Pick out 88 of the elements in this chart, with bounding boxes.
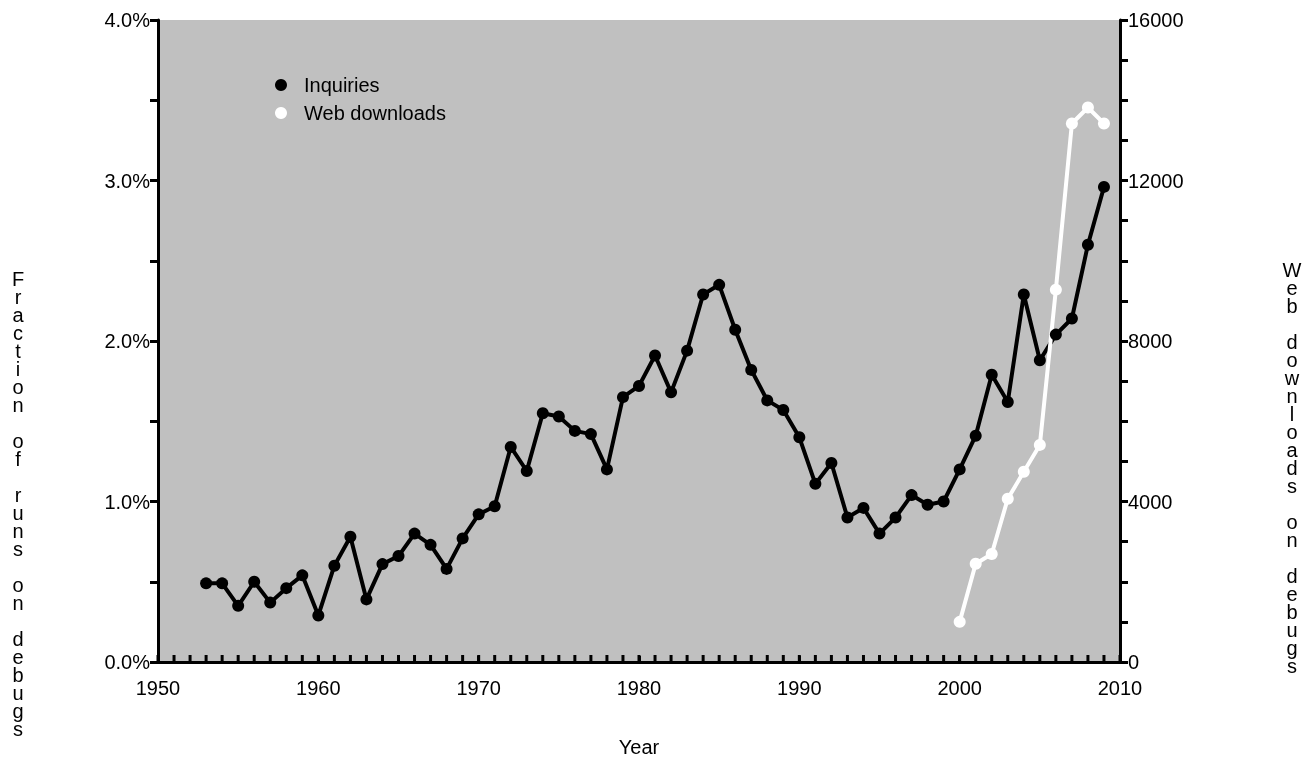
point	[985, 548, 998, 561]
y-tick-label: 3.0%	[104, 169, 151, 192]
y-tick-label: 0.0%	[104, 651, 151, 673]
point	[777, 404, 790, 417]
point	[841, 511, 854, 524]
point	[697, 288, 710, 301]
point	[1001, 492, 1014, 505]
point	[488, 500, 501, 513]
point	[200, 577, 213, 590]
point	[520, 465, 533, 477]
x-axis-title: Year	[618, 736, 660, 758]
point	[809, 477, 822, 490]
legend-label: Inquiries	[304, 74, 380, 96]
x-tick-label: 1960	[296, 677, 341, 699]
point	[392, 550, 405, 563]
point	[552, 410, 565, 423]
point	[953, 463, 966, 476]
point	[296, 569, 309, 582]
point	[985, 368, 998, 381]
legend-label: Web downloads	[304, 102, 446, 124]
point	[633, 379, 645, 392]
point	[921, 498, 934, 511]
point	[793, 431, 806, 444]
y2-tick-label: 8000	[1128, 330, 1173, 352]
point	[665, 386, 678, 399]
point	[280, 582, 293, 595]
x-tick-label: 1980	[616, 677, 662, 699]
point	[456, 532, 469, 545]
point	[969, 429, 982, 442]
point	[1081, 101, 1094, 114]
y2-tick-label: 12000	[1128, 169, 1184, 192]
point	[1017, 288, 1030, 301]
point	[889, 511, 902, 524]
point	[905, 489, 918, 502]
point	[1065, 312, 1078, 325]
point	[745, 363, 758, 376]
y2-tick-label: 16000	[1128, 9, 1184, 31]
point	[729, 323, 742, 336]
y-tick-label: 1.0%	[104, 490, 151, 513]
point	[600, 463, 613, 476]
point	[504, 440, 517, 453]
point	[328, 559, 341, 572]
point	[536, 407, 549, 420]
y2-tick-label: 0	[1128, 651, 1140, 673]
point	[761, 394, 774, 407]
point	[1033, 438, 1046, 451]
point	[1097, 117, 1110, 130]
point	[376, 558, 389, 571]
x-tick-label: 1950	[135, 677, 181, 699]
point	[857, 501, 870, 514]
point	[360, 593, 373, 606]
point	[937, 495, 950, 508]
point	[568, 424, 581, 437]
point	[232, 599, 245, 612]
point	[953, 615, 966, 628]
point	[825, 456, 838, 469]
point	[248, 575, 261, 588]
point	[440, 562, 453, 575]
point	[1001, 395, 1014, 408]
x-tick-label: 2000	[937, 677, 982, 699]
y2-axis-title: Web downloads on debugs	[1281, 259, 1303, 673]
point	[1065, 117, 1078, 130]
point	[873, 527, 886, 540]
point	[408, 527, 421, 540]
point	[616, 391, 629, 404]
x-tick-label: 2010	[1097, 677, 1143, 699]
y2-tick-label: 4000	[1128, 490, 1173, 513]
y-axis-title: Fraction of runs on debugs	[7, 268, 29, 736]
point	[216, 577, 229, 590]
point	[472, 508, 485, 521]
point	[584, 428, 597, 441]
x-tick-label: 1990	[777, 677, 822, 699]
point	[969, 557, 982, 570]
point	[1081, 238, 1094, 251]
x-tick-label: 1970	[456, 677, 501, 699]
y-tick-label: 4.0%	[104, 9, 151, 31]
point	[1097, 180, 1110, 193]
point	[424, 538, 437, 551]
point	[264, 596, 277, 609]
point	[1017, 465, 1030, 478]
point	[1033, 354, 1046, 367]
point	[681, 344, 694, 357]
point	[344, 530, 357, 543]
point	[713, 278, 726, 291]
point	[1049, 283, 1062, 296]
y-tick-label: 2.0%	[104, 330, 151, 352]
point	[649, 349, 662, 362]
point	[1049, 328, 1062, 341]
